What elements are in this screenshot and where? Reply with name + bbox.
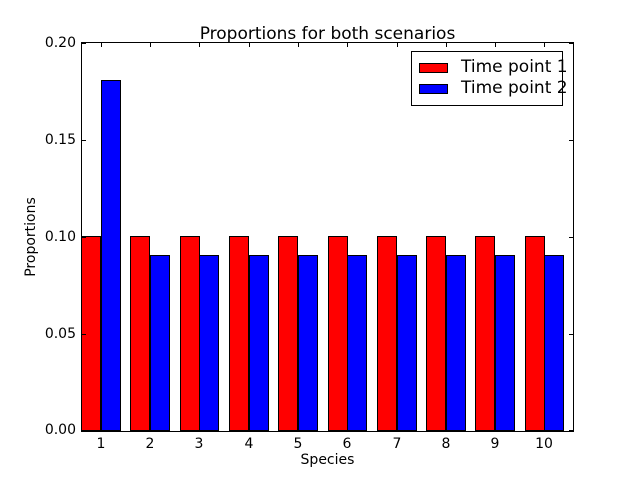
bar-time-point-1-species-2: [130, 236, 150, 431]
legend: Time point 1 Time point 2: [411, 51, 568, 106]
x-tick-label: 8: [441, 436, 451, 452]
y-tick-mark: [82, 43, 86, 44]
bar-time-point-2-species-8: [446, 255, 466, 431]
bar-time-point-1-species-9: [475, 236, 495, 431]
x-tick-mark: [101, 427, 102, 431]
x-tick-mark: [298, 43, 299, 47]
x-tick-mark: [199, 427, 200, 431]
x-tick-mark: [446, 43, 447, 47]
x-tick-mark: [446, 427, 447, 431]
y-tick-mark: [82, 334, 86, 335]
legend-swatch-time-point-2: [419, 83, 448, 94]
y-tick-mark: [569, 43, 573, 44]
x-tick-mark: [347, 43, 348, 47]
y-tick-mark: [569, 237, 573, 238]
x-tick-mark: [249, 427, 250, 431]
legend-item-time-point-2: Time point 2: [412, 78, 568, 99]
legend-item-time-point-1: Time point 1: [412, 57, 568, 78]
x-tick-label: 10: [535, 436, 553, 452]
bar-time-point-2-species-9: [495, 255, 515, 431]
y-tick-label: 0.15: [44, 132, 76, 148]
y-tick-label: 0.20: [44, 35, 76, 51]
bar-time-point-1-species-5: [278, 236, 298, 431]
legend-label: Time point 1: [461, 57, 568, 77]
bar-time-point-2-species-6: [347, 255, 367, 431]
y-tick-mark: [82, 430, 86, 431]
x-axis-label: Species: [300, 452, 355, 468]
bar-time-point-1-species-6: [328, 236, 348, 431]
x-tick-label: 6: [342, 436, 352, 452]
x-tick-label: 1: [96, 436, 106, 452]
y-tick-label: 0.00: [44, 422, 76, 438]
x-tick-label: 7: [392, 436, 402, 452]
x-tick-mark: [495, 427, 496, 431]
x-tick-mark: [397, 427, 398, 431]
x-tick-label: 2: [145, 436, 155, 452]
x-tick-mark: [150, 43, 151, 47]
x-tick-label: 4: [244, 436, 254, 452]
legend-label: Time point 2: [461, 78, 568, 98]
chart-title: Proportions for both scenarios: [199, 24, 456, 44]
bar-time-point-2-species-4: [249, 255, 269, 431]
bar-time-point-2-species-2: [150, 255, 170, 431]
bar-time-point-2-species-3: [199, 255, 219, 431]
y-tick-mark: [82, 140, 86, 141]
x-tick-label: 9: [490, 436, 500, 452]
bar-time-point-1-species-3: [180, 236, 200, 431]
bar-time-point-1-species-1: [81, 236, 101, 431]
x-tick-mark: [199, 43, 200, 47]
bar-time-point-1-species-4: [229, 236, 249, 431]
x-tick-mark: [347, 427, 348, 431]
bar-time-point-2-species-5: [298, 255, 318, 431]
bar-time-point-2-species-1: [101, 80, 121, 431]
bar-time-point-2-species-7: [397, 255, 417, 431]
y-tick-mark: [569, 334, 573, 335]
bar-time-point-1-species-8: [426, 236, 446, 431]
legend-swatch-time-point-1: [419, 62, 448, 73]
x-tick-mark: [544, 427, 545, 431]
x-tick-mark: [101, 43, 102, 47]
x-tick-mark: [495, 43, 496, 47]
x-tick-mark: [249, 43, 250, 47]
bar-time-point-2-species-10: [544, 255, 564, 431]
y-tick-mark: [82, 237, 86, 238]
x-tick-label: 5: [293, 436, 303, 452]
bar-time-point-1-species-7: [377, 236, 397, 431]
y-tick-label: 0.10: [44, 229, 76, 245]
plot-area: [81, 42, 574, 432]
x-tick-mark: [150, 427, 151, 431]
bar-time-point-1-species-10: [525, 236, 545, 431]
y-tick-label: 0.05: [44, 326, 76, 342]
x-tick-mark: [298, 427, 299, 431]
x-tick-label: 3: [194, 436, 204, 452]
x-tick-mark: [397, 43, 398, 47]
y-tick-mark: [569, 430, 573, 431]
y-tick-mark: [569, 140, 573, 141]
x-tick-mark: [544, 43, 545, 47]
